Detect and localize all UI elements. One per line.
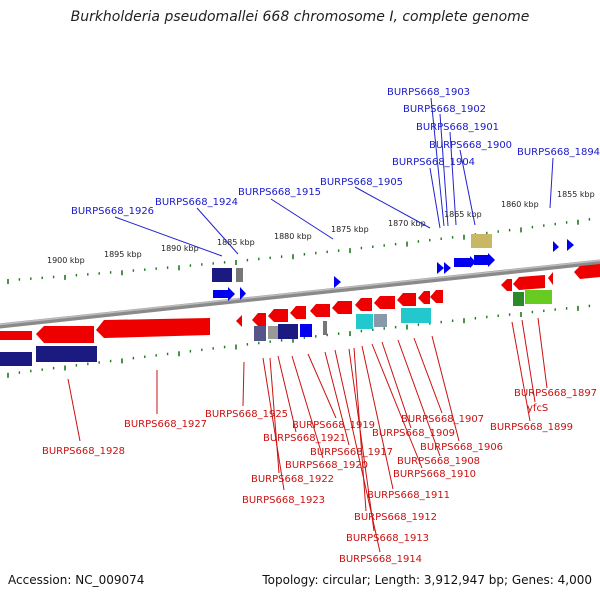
gene-feature — [254, 326, 266, 341]
gene-label: BURPS668_1908 — [397, 456, 480, 467]
lower-tick-ruler — [7, 304, 591, 378]
kbp-label: 1900 kbp — [47, 256, 85, 265]
gene-label: BURPS668_1925 — [205, 409, 288, 420]
gene-label: BURPS668_1904 — [392, 157, 475, 168]
gene-arrow — [213, 287, 235, 301]
gene-arrow — [268, 309, 288, 322]
gene-arrow — [236, 315, 242, 327]
gene-label: BURPS668_1921 — [263, 433, 346, 444]
kbp-label: 1890 kbp — [161, 244, 199, 253]
topology-text: Topology: circular; Length: 3,912,947 bp… — [262, 573, 592, 587]
gene-arrow — [474, 253, 495, 267]
kbp-label: 1875 kbp — [331, 225, 369, 234]
gene-label: BURPS668_1905 — [320, 177, 403, 188]
gene-label: BURPS668_1909 — [372, 428, 455, 439]
gene-feature — [356, 314, 373, 329]
gene-label: BURPS668_1920 — [285, 460, 368, 471]
gene-label: BURPS668_1924 — [155, 197, 238, 208]
kbp-label: 1855 kbp — [557, 190, 595, 199]
kbp-label: 1860 kbp — [501, 200, 539, 209]
gene-arrow — [513, 275, 545, 290]
bottom-leader-lines — [67, 317, 548, 553]
kbp-label: 1885 kbp — [217, 238, 255, 247]
gene-arrow — [454, 256, 476, 268]
gene-arrow — [444, 262, 451, 274]
gene-feature — [401, 308, 431, 323]
chromosome-backbone — [0, 259, 600, 329]
kbp-label: 1880 kbp — [274, 232, 312, 241]
gene-arrow — [96, 318, 210, 338]
gene-label: BURPS668_1913 — [346, 533, 429, 544]
gene-label: BURPS668_1915 — [238, 187, 321, 198]
gene-label: BURPS668_1927 — [124, 419, 207, 430]
reverse-genes — [0, 264, 600, 343]
gene-label: BURPS668_1926 — [71, 206, 154, 217]
map-title: Burkholderia pseudomallei 668 chromosome… — [70, 9, 530, 25]
gene-label: BURPS668_1902 — [403, 104, 486, 115]
gene-feature — [513, 292, 524, 306]
kbp-labels: 1900 kbp 1895 kbp 1890 kbp 1885 kbp 1880… — [47, 190, 595, 265]
gene-label: BURPS668_1906 — [420, 442, 503, 453]
gene-feature — [374, 314, 387, 327]
gene-arrow — [567, 239, 574, 251]
gene-arrow — [334, 276, 341, 288]
gene-arrow — [574, 264, 600, 279]
gene-feature — [525, 290, 552, 304]
gene-arrow — [310, 304, 330, 317]
top-leader-lines — [114, 97, 554, 257]
gene-feature — [323, 321, 327, 335]
gene-arrow — [290, 306, 306, 319]
accession-text: Accession: NC_009074 — [8, 573, 145, 587]
gene-arrow — [501, 279, 512, 291]
chromosome-backbone-shadow — [0, 259, 600, 326]
gene-label: BURPS668_1910 — [393, 469, 476, 480]
bottom-gene-labels: BURPS668_1928 BURPS668_1927 BURPS668_192… — [42, 388, 597, 565]
forward-genes — [212, 234, 574, 301]
gene-label: BURPS668_1899 — [490, 422, 573, 433]
gene-arrow — [548, 272, 553, 285]
gene-arrow — [430, 290, 443, 303]
gene-label: BURPS668_1912 — [354, 512, 437, 523]
gene-label: BURPS668_1911 — [367, 490, 450, 501]
gene-feature — [268, 326, 278, 339]
gene-arrow — [252, 313, 266, 326]
gene-feature — [236, 268, 243, 282]
gene-arrow — [553, 241, 559, 252]
gene-label: BURPS668_1907 — [401, 414, 484, 425]
gene-arrow — [355, 298, 372, 311]
gene-label: BURPS668_1894 — [517, 147, 600, 158]
gene-arrow — [240, 287, 246, 300]
gene-label: BURPS668_1928 — [42, 446, 125, 457]
gene-label: BURPS668_1919 — [292, 420, 375, 431]
kbp-label: 1895 kbp — [104, 250, 142, 259]
gene-arrow — [332, 301, 352, 314]
gene-label: BURPS668_1922 — [251, 474, 334, 485]
gene-feature — [0, 352, 32, 366]
lower-features — [0, 290, 552, 366]
gene-arrow — [36, 326, 94, 343]
gene-label: BURPS668_1923 — [242, 495, 325, 506]
kbp-label: 1870 kbp — [388, 219, 426, 228]
gene-label: BURPS668_1900 — [429, 140, 512, 151]
gene-arrow — [374, 296, 395, 309]
gene-arrow — [397, 293, 416, 306]
gene-label: BURPS668_1903 — [387, 87, 470, 98]
gene-label: yfcS — [527, 403, 548, 414]
kbp-label: 1865 kbp — [444, 210, 482, 219]
gene-label: BURPS668_1914 — [339, 554, 422, 565]
gene-arrow — [0, 331, 32, 340]
gene-label: BURPS668_1897 — [514, 388, 597, 399]
gene-feature — [471, 234, 492, 248]
gene-feature — [36, 346, 97, 362]
gene-feature — [212, 268, 232, 282]
gene-label: BURPS668_1901 — [416, 122, 499, 133]
gene-feature — [278, 324, 298, 339]
gene-arrow — [418, 291, 430, 304]
top-gene-labels: BURPS668_1926 BURPS668_1924 BURPS668_191… — [71, 87, 600, 217]
gene-feature — [300, 324, 312, 337]
upper-tick-ruler — [7, 218, 591, 284]
gene-label: BURPS668_1917 — [310, 447, 393, 458]
gene-arrow — [437, 262, 444, 274]
